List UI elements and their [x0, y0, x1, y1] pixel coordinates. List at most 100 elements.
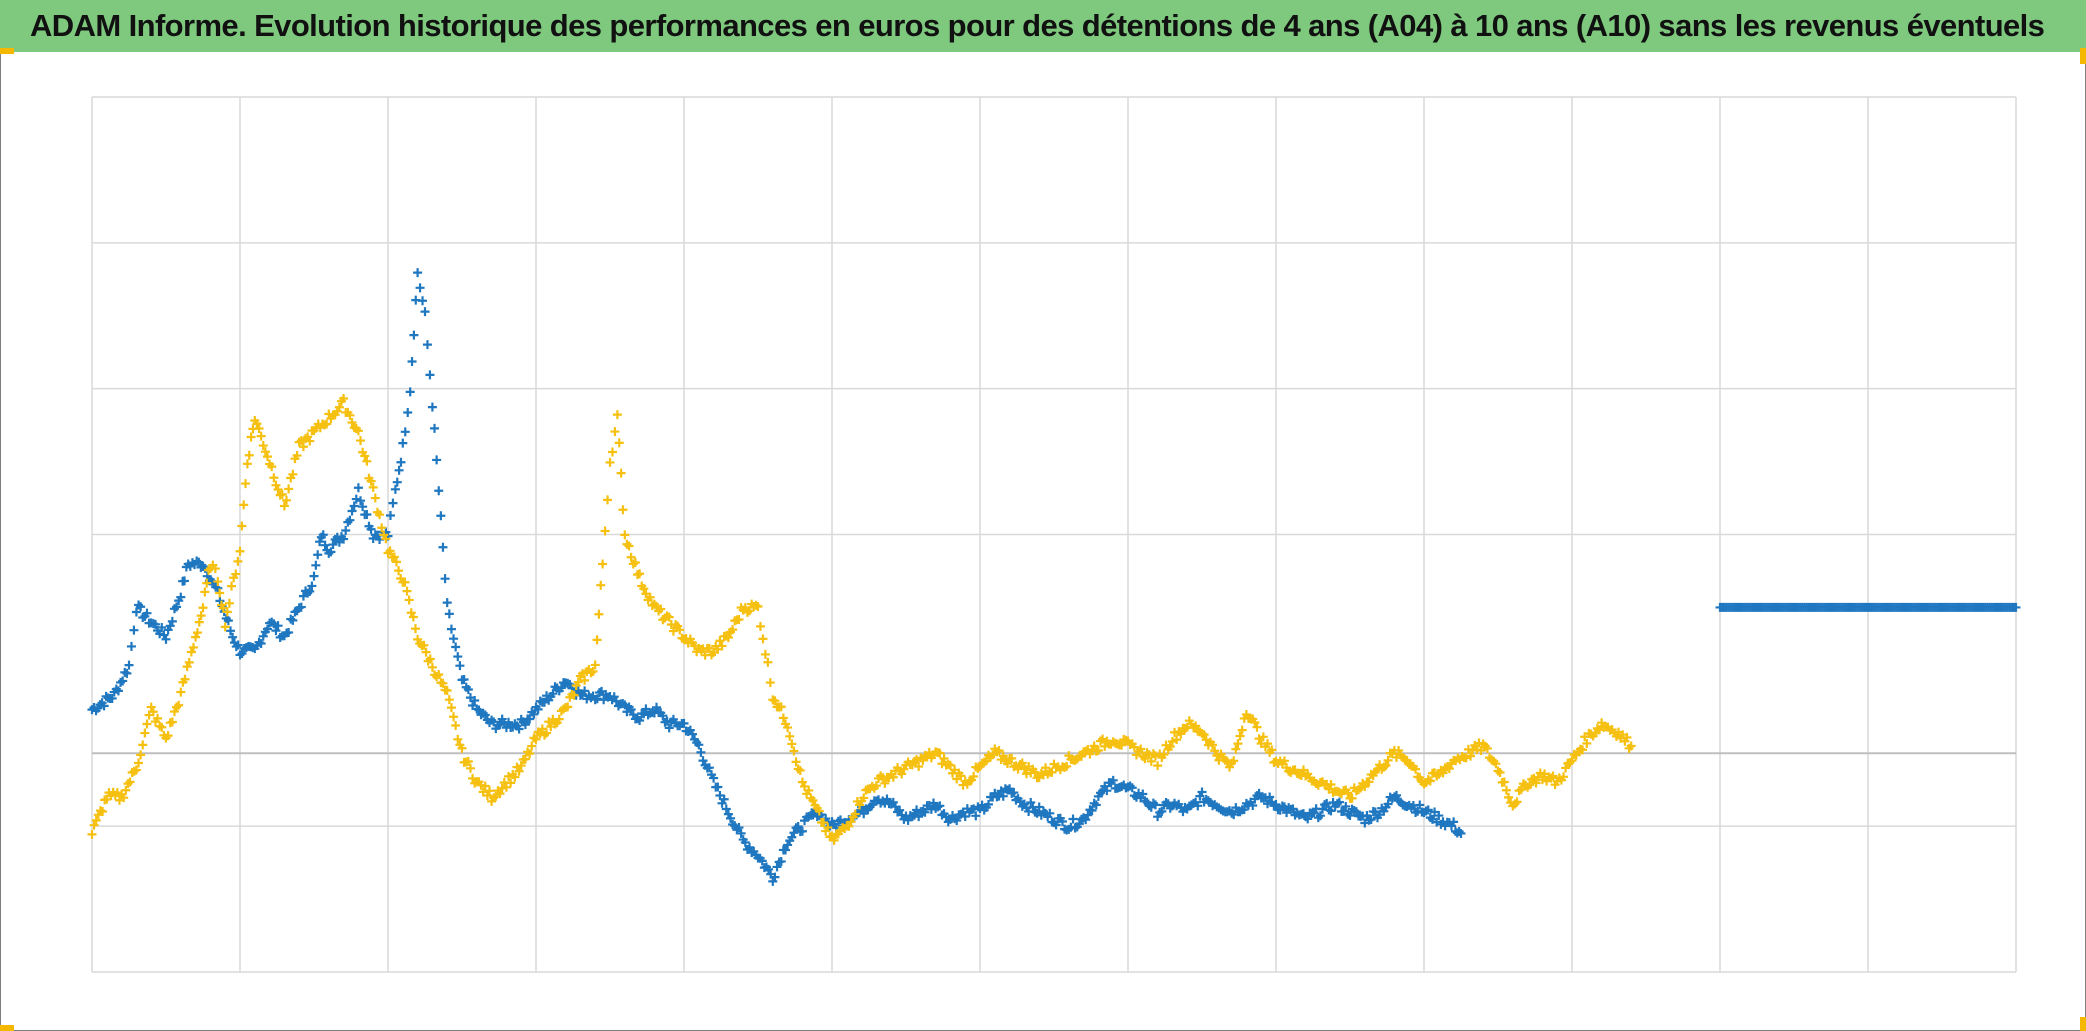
data-point	[246, 432, 256, 442]
data-point	[347, 417, 357, 427]
data-point	[345, 410, 355, 420]
data-point	[1561, 763, 1571, 773]
data-point	[1239, 804, 1249, 814]
data-point	[912, 805, 922, 815]
data-point	[616, 468, 626, 478]
data-point	[998, 751, 1008, 761]
data-point	[787, 739, 797, 749]
data-point	[148, 707, 158, 717]
data-point	[757, 856, 767, 866]
data-point	[592, 635, 602, 645]
data-point	[506, 778, 516, 788]
data-point	[298, 442, 308, 452]
data-point	[1093, 745, 1103, 755]
data-point	[758, 634, 768, 644]
data-point	[1516, 785, 1526, 795]
data-point	[457, 743, 467, 753]
data-point	[220, 622, 230, 632]
data-point	[1150, 800, 1160, 810]
data-point	[271, 626, 281, 636]
data-point	[772, 862, 782, 872]
data-point	[639, 584, 649, 594]
corner-marker	[2080, 48, 2086, 64]
data-point	[1411, 764, 1421, 774]
data-point	[1193, 801, 1203, 811]
data-point	[630, 557, 640, 567]
corner-marker	[0, 1025, 14, 1031]
data-point	[620, 530, 630, 540]
data-point	[480, 781, 490, 791]
data-point	[1444, 764, 1454, 774]
data-point	[377, 523, 387, 533]
data-point	[438, 542, 448, 552]
data-point	[1326, 806, 1336, 816]
data-point	[124, 660, 134, 670]
data-point	[1425, 776, 1435, 786]
data-point	[118, 676, 128, 686]
data-point	[273, 621, 283, 631]
data-point	[520, 754, 530, 764]
data-point	[687, 729, 697, 739]
data-point	[1322, 799, 1332, 809]
data-point	[194, 617, 204, 627]
data-point	[2011, 602, 2021, 612]
data-point	[871, 781, 881, 791]
data-point	[400, 577, 410, 587]
data-point	[163, 731, 173, 741]
data-point	[288, 615, 298, 625]
data-point	[554, 714, 564, 724]
data-point	[1074, 819, 1084, 829]
data-point	[446, 624, 456, 634]
data-point	[1482, 743, 1492, 753]
data-point	[971, 811, 981, 821]
data-point	[138, 740, 148, 750]
data-point	[434, 670, 444, 680]
data-point	[392, 477, 402, 487]
data-point	[223, 616, 233, 626]
data-point	[356, 496, 366, 506]
data-point	[480, 710, 490, 720]
data-point	[400, 427, 410, 437]
data-point	[1303, 814, 1313, 824]
data-point	[334, 402, 344, 412]
data-point	[1263, 799, 1273, 809]
data-point	[442, 598, 452, 608]
data-point	[1364, 777, 1374, 787]
data-point	[408, 612, 418, 622]
data-point	[256, 639, 266, 649]
corner-marker	[2080, 1017, 2086, 1031]
data-point	[113, 686, 123, 696]
data-point	[590, 660, 600, 670]
data-point	[463, 756, 473, 766]
data-point	[427, 662, 437, 672]
data-point	[844, 821, 854, 831]
data-point	[1504, 792, 1514, 802]
data-point	[260, 447, 270, 457]
data-point	[174, 700, 184, 710]
data-point	[1263, 739, 1273, 749]
data-point	[358, 502, 368, 512]
data-point	[194, 557, 204, 567]
data-point	[664, 723, 674, 733]
data-point	[1383, 799, 1393, 809]
data-point	[1567, 756, 1577, 766]
data-point	[745, 606, 755, 616]
data-point	[244, 450, 254, 460]
data-point	[353, 426, 363, 436]
data-point	[142, 719, 152, 729]
data-point	[1237, 725, 1247, 735]
data-point	[438, 678, 448, 688]
data-point	[998, 791, 1008, 801]
data-point	[783, 723, 793, 733]
data-point	[169, 707, 179, 717]
data-point	[920, 807, 930, 817]
data-point	[770, 696, 780, 706]
data-point	[652, 702, 662, 712]
data-point	[362, 456, 372, 466]
data-point	[484, 786, 494, 796]
data-point	[233, 640, 243, 650]
data-point	[91, 815, 101, 825]
data-point	[422, 340, 432, 350]
data-point	[569, 690, 579, 700]
data-point	[155, 629, 165, 639]
